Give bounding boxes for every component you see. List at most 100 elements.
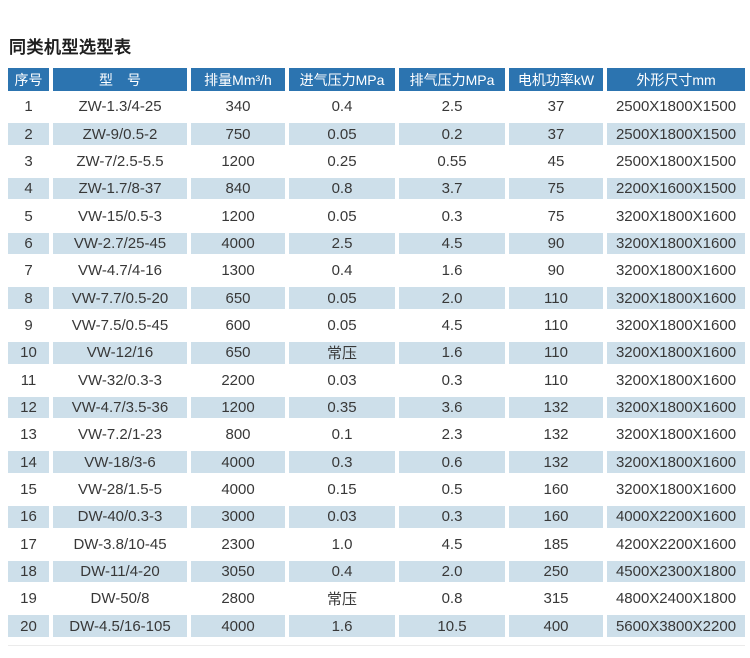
table-row: 1 ZW-1.3/4-25 340 0.4 2.5 37 2500X1800X1…	[8, 93, 745, 120]
cell-model: DW-11/4-20	[53, 560, 187, 583]
cell-dimensions: 3200X1800X1600	[615, 426, 737, 444]
cell-model: VW-2.7/25-45	[53, 232, 187, 255]
cell-dimensions: 5600X3800X2200	[607, 615, 745, 637]
cell-inlet-pressure: 0.4	[289, 560, 395, 583]
cell-dimensions: 2500X1800X1500	[615, 152, 737, 170]
cell-inlet-pressure: 0.03	[327, 371, 357, 389]
cell-dimensions: 3200X1800X1600	[615, 371, 737, 389]
cell-inlet-pressure: 0.4	[331, 262, 353, 280]
cell-serial-number: 20	[8, 615, 49, 637]
cell-model: VW-15/0.5-3	[78, 207, 162, 225]
cell-motor-power: 110	[509, 287, 603, 309]
cell-exhaust-pressure: 0.55	[437, 152, 467, 170]
cell-dimensions: 3200X1800X1600	[607, 232, 745, 255]
cell-motor-power: 110	[544, 316, 568, 334]
cell-displacement: 840	[191, 177, 285, 200]
cell-displacement: 4000	[191, 451, 285, 473]
cell-inlet-pressure: 0.05	[327, 316, 357, 334]
cell-inlet-pressure: 常压	[326, 591, 357, 609]
cell-motor-power: 90	[547, 262, 565, 280]
cell-displacement: 1200	[221, 152, 255, 170]
cell-serial-number: 13	[20, 426, 37, 444]
cell-dimensions: 4200X2200X1600	[615, 535, 737, 553]
cell-motor-power: 160	[543, 480, 569, 498]
cell-dimensions: 2500X1800X1500	[607, 123, 745, 145]
cell-inlet-pressure: 0.4	[331, 98, 353, 116]
cell-displacement: 1300	[221, 262, 255, 280]
cell-model: VW-18/3-6	[53, 451, 187, 473]
header-displacement: 排量Mm³/h	[191, 68, 285, 91]
cell-model: DW-3.8/10-45	[73, 535, 167, 553]
cell-motor-power: 132	[509, 451, 603, 473]
header-model: 型 号	[53, 68, 187, 91]
cell-model: DW-50/8	[90, 590, 150, 608]
cell-inlet-pressure: 0.05	[289, 287, 395, 309]
cell-serial-number: 7	[24, 262, 33, 280]
cell-inlet-pressure: 1.6	[289, 615, 395, 637]
cell-motor-power: 90	[509, 232, 603, 255]
cell-inlet-pressure: 1.0	[331, 535, 353, 553]
table-row: 14 VW-18/3-6 4000 0.3 0.6 132 3200X1800X…	[8, 448, 745, 475]
cell-inlet-pressure: 0.8	[289, 177, 395, 200]
cell-inlet-pressure: 2.5	[289, 232, 395, 255]
table-header-row: 序号 型 号 排量Mm³/h 进气压力MPa 排气压力MPa 电机功率kW 外形…	[8, 68, 745, 91]
table-row: 5 VW-15/0.5-3 1200 0.05 0.3 75 3200X1800…	[8, 202, 745, 229]
table-row: 11 VW-32/0.3-3 2200 0.03 0.3 110 3200X18…	[8, 366, 745, 393]
cell-serial-number: 8	[8, 287, 49, 309]
cell-displacement: 2200	[221, 371, 255, 389]
cell-exhaust-pressure: 2.5	[441, 98, 463, 116]
cell-displacement: 4000	[191, 232, 285, 255]
cell-dimensions: 2500X1800X1500	[615, 98, 737, 116]
cell-serial-number: 1	[24, 98, 33, 116]
cell-serial-number: 17	[20, 535, 37, 553]
cell-motor-power: 45	[547, 152, 565, 170]
table-row: 2 ZW-9/0.5-2 750 0.05 0.2 37 2500X1800X1…	[8, 120, 745, 147]
cell-inlet-pressure: 0.03	[289, 506, 395, 528]
cell-model: VW-4.7/3.5-36	[53, 396, 187, 419]
header-exhaust-pressure: 排气压力MPa	[399, 68, 505, 91]
table-row: 3 ZW-7/2.5-5.5 1200 0.25 0.55 45 2500X18…	[8, 148, 745, 175]
cell-inlet-pressure: 常压	[289, 342, 395, 364]
cell-exhaust-pressure: 0.3	[399, 506, 505, 528]
cell-model: DW-40/0.3-3	[53, 506, 187, 528]
cell-serial-number: 5	[24, 207, 33, 225]
table-row: 17 DW-3.8/10-45 2300 1.0 4.5 185 4200X22…	[8, 531, 745, 558]
cell-model: DW-4.5/16-105	[53, 615, 187, 637]
table-row: 6 VW-2.7/25-45 4000 2.5 4.5 90 3200X1800…	[8, 230, 745, 257]
cell-exhaust-pressure: 4.5	[441, 535, 463, 553]
cell-motor-power: 315	[543, 590, 569, 608]
cell-serial-number: 6	[8, 232, 49, 255]
cell-dimensions: 3200X1800X1600	[615, 316, 737, 334]
cell-serial-number: 12	[8, 396, 49, 419]
cell-displacement: 340	[225, 98, 251, 116]
cell-displacement: 650	[191, 342, 285, 364]
cell-dimensions: 3200X1800X1600	[615, 480, 737, 498]
cell-motor-power: 400	[509, 615, 603, 637]
cell-serial-number: 11	[20, 371, 37, 389]
cell-serial-number: 19	[20, 590, 37, 608]
cell-exhaust-pressure: 4.5	[399, 232, 505, 255]
header-motor-power: 电机功率kW	[509, 68, 603, 91]
table-row: 13 VW-7.2/1-23 800 0.1 2.3 132 3200X1800…	[8, 421, 745, 448]
cell-displacement: 750	[191, 123, 285, 145]
cell-displacement: 3000	[191, 506, 285, 528]
cell-motor-power: 75	[547, 207, 565, 225]
model-selection-table: 序号 型 号 排量Mm³/h 进气压力MPa 排气压力MPa 电机功率kW 外形…	[8, 68, 745, 640]
header-dimensions: 外形尺寸mm	[607, 68, 745, 91]
cell-displacement: 4000	[191, 615, 285, 637]
cell-exhaust-pressure: 0.5	[441, 480, 463, 498]
cell-inlet-pressure: 0.05	[327, 207, 357, 225]
cell-serial-number: 18	[8, 560, 49, 583]
cell-exhaust-pressure: 2.0	[399, 560, 505, 583]
cell-displacement: 2800	[221, 590, 255, 608]
cell-dimensions: 3200X1800X1600	[607, 287, 745, 309]
cell-inlet-pressure: 0.15	[327, 480, 357, 498]
cell-displacement: 1200	[191, 396, 285, 419]
cell-exhaust-pressure: 3.7	[399, 177, 505, 200]
header-serial-number: 序号	[8, 68, 49, 91]
cell-motor-power: 185	[543, 535, 569, 553]
table-row: 18 DW-11/4-20 3050 0.4 2.0 250 4500X2300…	[8, 558, 745, 585]
cell-exhaust-pressure: 2.0	[399, 287, 505, 309]
cell-model: VW-7.2/1-23	[78, 426, 162, 444]
